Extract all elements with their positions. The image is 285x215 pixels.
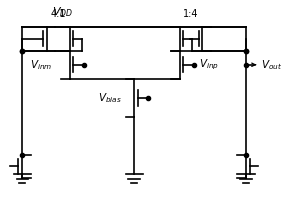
Text: $V_{inm}$: $V_{inm}$ bbox=[30, 58, 53, 72]
Text: $V_{DD}$: $V_{DD}$ bbox=[52, 5, 74, 19]
Text: $V_{inp}$: $V_{inp}$ bbox=[199, 58, 219, 72]
Text: 1:4: 1:4 bbox=[183, 9, 199, 19]
Text: $V_{bias}$: $V_{bias}$ bbox=[98, 91, 122, 105]
Text: $V_{out}$: $V_{out}$ bbox=[261, 58, 282, 72]
Text: 4:1: 4:1 bbox=[50, 9, 66, 19]
